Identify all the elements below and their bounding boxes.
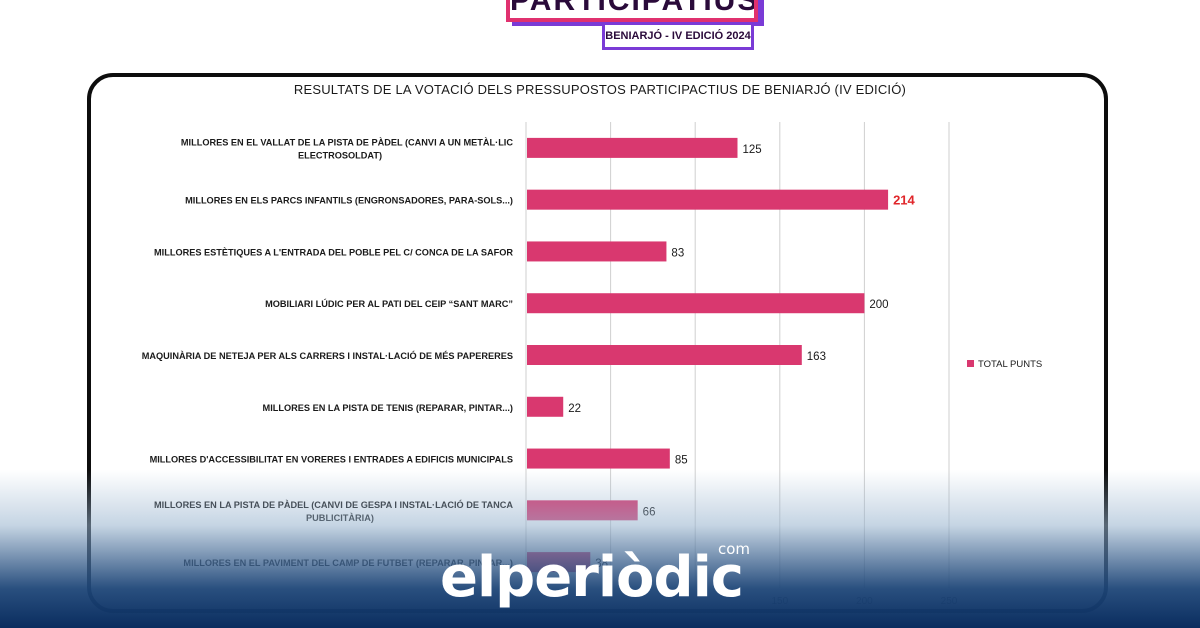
category-label: PUBLICITÀRIA) (306, 512, 374, 523)
chart-title: RESULTATS DE LA VOTACIÓ DELS PRESSUPOSTO… (293, 82, 907, 97)
data-label: 163 (807, 351, 826, 363)
logo-subtitle: BENIARJÓ - IV EDICIÓ 2024 (602, 22, 754, 50)
data-label: 66 (643, 506, 656, 518)
bar (527, 396, 564, 417)
x-tick-label: 200 (856, 596, 873, 607)
category-label: MILLORES D'ACCESSIBILITAT EN VORERES I E… (150, 455, 513, 465)
brand-logo: elperiòdic (440, 545, 744, 610)
logo-title: PARTICIPATIUS (506, 0, 758, 22)
bar (527, 137, 738, 158)
category-label: MILLORES ESTÈTIQUES A L'ENTRADA DEL POBL… (154, 246, 513, 257)
bar (527, 241, 667, 262)
category-label: MILLORES EN LA PISTA DE PÀDEL (CANVI DE … (154, 499, 513, 510)
data-label: 125 (743, 144, 762, 156)
category-label: MAQUINÀRIA DE NETEJA PER ALS CARRERS I I… (142, 350, 513, 361)
category-label: MILLORES EN ELS PARCS INFANTILS (ENGRONS… (185, 196, 513, 206)
bar (527, 500, 638, 521)
data-label: 22 (568, 403, 581, 415)
bar (527, 345, 802, 365)
bar (527, 189, 889, 210)
category-label: ELECTROSOLDAT) (298, 150, 382, 160)
x-tick-label: 150 (771, 596, 788, 607)
data-label: 83 (671, 247, 684, 259)
data-label: 85 (675, 455, 688, 467)
bar (527, 293, 865, 314)
data-label: 214 (893, 193, 915, 208)
brand-suffix: com (718, 540, 751, 558)
category-label: MILLORES EN EL VALLAT DE LA PISTA DE PÀD… (181, 136, 513, 147)
category-label: MOBILIARI LÚDIC PER AL PATI DEL CEIP “SA… (265, 298, 513, 309)
participatius-logo: PARTICIPATIUS BENIARJÓ - IV EDICIÓ 2024 (500, 0, 760, 52)
category-label: MILLORES EN LA PISTA DE TENIS (REPARAR, … (263, 403, 513, 413)
x-tick-label: 250 (941, 596, 958, 607)
legend-label: TOTAL PUNTS (978, 359, 1042, 370)
bar (527, 448, 670, 469)
legend-swatch (967, 360, 974, 367)
data-label: 200 (869, 299, 888, 311)
